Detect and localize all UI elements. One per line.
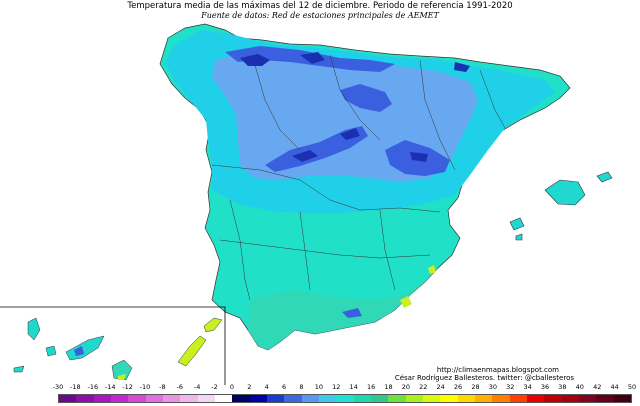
credit-url: http://climaenmapas.blogspot.com [436,366,559,374]
iberian-peninsula [159,23,571,351]
legend-swatch [613,395,631,402]
legend-tick-label: 38 [558,383,567,391]
legend-tick-label: -18 [70,383,81,391]
legend-tick-label: 24 [436,383,445,391]
legend-swatch [266,395,285,402]
la-gomera [45,345,57,357]
legend-tick-label: 4 [264,383,269,391]
legend-colorbar [58,394,632,403]
menorca [596,171,613,183]
legend-tick-label: -2 [211,383,218,391]
legend-swatch [492,395,510,402]
balearic-islands [509,171,613,241]
legend-tick-label: 36 [540,383,550,391]
legend-tick-label: 26 [453,383,463,391]
legend-tick-label: 42 [593,383,602,391]
fuerteventura [177,335,207,367]
legend-swatch [214,395,233,402]
legend-swatch [76,395,94,402]
legend-tick-label: 14 [349,383,358,391]
legend-swatch [388,395,406,402]
legend-tick-label: -14 [104,383,116,391]
legend-swatch [336,395,354,402]
legend-tick-label: -8 [159,383,166,391]
legend-swatch [318,395,337,402]
legend-tick-label: 16 [366,383,376,391]
legend-swatch [509,395,527,402]
legend-swatch [301,395,319,402]
legend-swatch [457,395,475,402]
legend-swatch [578,395,597,402]
mallorca [544,179,586,206]
legend-tick-label: 10 [314,383,324,391]
legend-swatch [162,395,181,402]
legend-tick-label: 32 [506,383,515,391]
map-title: Temperatura media de las máximas del 12 … [127,1,513,11]
legend-tick-label: 6 [282,383,287,391]
legend-tick-label: 0 [229,383,235,391]
legend-tick-label: 50 [627,383,637,391]
legend-tick-label: 44 [610,383,619,391]
legend-tick-label: -30 [52,383,64,391]
legend-tick-label: 28 [471,383,480,391]
southern-coast-warm [248,268,438,350]
legend-tick-label: -16 [87,383,99,391]
tenerife [65,335,105,361]
legend-tick-label: 40 [575,383,584,391]
legend-tick-label: 34 [523,383,532,391]
legend-swatch [370,395,389,402]
gran-canaria [111,359,133,381]
legend-tick-label: -12 [122,383,133,391]
legend-swatch [440,395,458,402]
legend-swatch [561,395,579,402]
legend-swatch [59,395,77,402]
legend-tick-label: 20 [401,383,411,391]
map-source: Fuente de datos: Red de estaciones princ… [201,11,439,20]
legend-tick-label: 12 [332,383,341,391]
legend-tick-label: -4 [193,383,201,391]
legend-swatch [544,395,562,402]
iberian-range [340,84,392,112]
legend-swatch [284,395,302,402]
legend-swatch [249,395,267,402]
legend-swatch [474,395,493,402]
temperature-legend: -30 -18 -16 -14 -12 -10 -8 -6 -4 -2 0 2 4 6 8 10 12 14 16 1… [53,383,636,405]
legend-swatch [110,395,129,402]
canary-islands-inset [0,306,226,385]
deep-blue-peaks-center [292,128,428,162]
gran-canaria-warm [118,374,126,380]
legend-swatch [526,395,545,402]
teide-peak [74,346,84,356]
legend-swatch [422,395,441,402]
legend-tick-label: 2 [247,383,252,391]
legend-swatch [232,395,250,402]
legend-tick-label: 30 [488,383,497,391]
legend-tick-label: 8 [299,383,304,391]
central-system [265,126,368,172]
legend-swatch [405,395,423,402]
lanzarote [203,317,223,333]
legend-tick-label: 18 [384,383,393,391]
legend-labels: -30 -18 -16 -14 -12 -10 -8 -6 -4 -2 0 2 4 6 8 10 12 14 16 1… [53,383,636,393]
legend-tick-label: -6 [176,383,183,391]
el-hierro [13,365,25,373]
legend-swatch [128,395,146,402]
legend-swatch [596,395,614,402]
legend-swatch [197,395,215,402]
sierra-nevada [342,308,362,318]
southeast-warm-spot [400,265,436,308]
legend-tick-label: -10 [139,383,151,391]
inset-frame [0,306,226,385]
legend-swatch [353,395,371,402]
legend-swatch [93,395,111,402]
la-palma [27,317,41,341]
ibiza [509,217,525,231]
legend-tick-label: 22 [419,383,428,391]
credit-author: César Rodríguez Ballesteros. twitter: @c… [394,374,574,382]
formentera [515,233,523,241]
legend-swatch [180,395,198,402]
region-borders [211,54,506,301]
legend-swatch [145,395,163,402]
